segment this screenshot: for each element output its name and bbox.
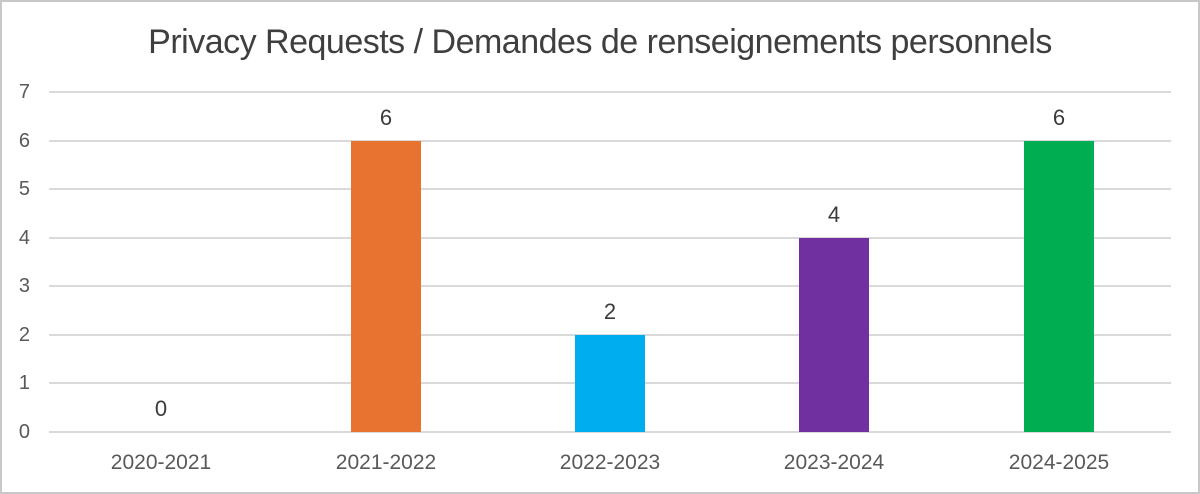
ytick-label-4: 4: [18, 227, 30, 249]
ytick-label-6: 6: [18, 130, 30, 152]
ytick-label-2: 2: [18, 324, 30, 346]
value-label-2023-2024: 4: [827, 202, 841, 227]
gridline-7: [49, 91, 1171, 93]
value-label-2024-2025: 6: [1052, 105, 1066, 130]
value-label-2022-2023: 2: [603, 299, 617, 324]
bar-2023-2024: [799, 238, 869, 432]
ytick-label-7: 7: [18, 81, 30, 103]
bar-2022-2023: [575, 335, 645, 432]
ytick-label-0: 0: [18, 421, 30, 443]
value-label-2021-2022: 6: [379, 105, 393, 130]
gridline-6: [49, 140, 1171, 142]
ytick-label-1: 1: [18, 372, 30, 394]
chart-title: Privacy Requests / Demandes de renseigne…: [148, 23, 1052, 61]
bar-2021-2022: [351, 141, 421, 432]
xtick-label-2023-2024: 2023-2024: [783, 451, 885, 474]
ytick-label-5: 5: [18, 178, 30, 200]
ytick-label-3: 3: [18, 275, 30, 297]
xtick-label-2020-2021: 2020-2021: [110, 451, 212, 474]
xtick-label-2021-2022: 2021-2022: [335, 451, 437, 474]
value-label-2020-2021: 0: [154, 396, 168, 421]
gridline-3: [49, 285, 1171, 287]
xtick-label-2022-2023: 2022-2023: [559, 451, 661, 474]
gridline-0: [49, 431, 1171, 433]
xtick-label-2024-2025: 2024-2025: [1008, 451, 1110, 474]
bar-2024-2025: [1024, 141, 1094, 432]
gridline-4: [49, 237, 1171, 239]
gridline-5: [49, 188, 1171, 190]
